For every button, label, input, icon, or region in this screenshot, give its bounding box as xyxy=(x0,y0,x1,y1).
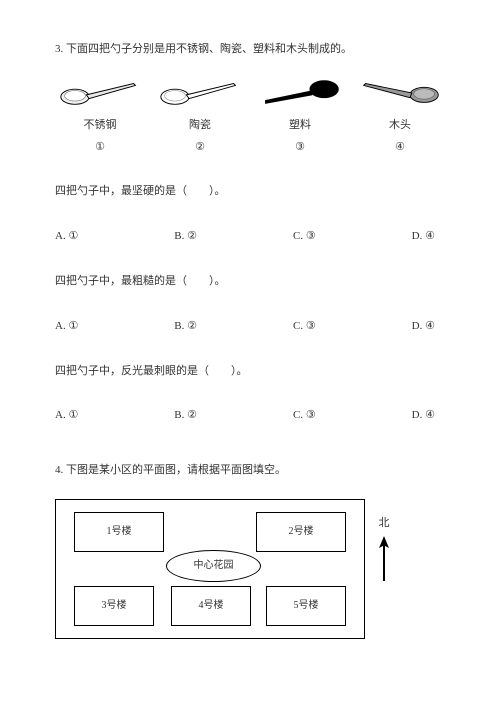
building-2: 2号楼 xyxy=(256,512,346,552)
spoon-ceramic-icon xyxy=(158,75,243,110)
option-a: A. ① xyxy=(55,227,78,247)
spoon-plastic-num: ③ xyxy=(295,138,305,158)
option-a: A. ① xyxy=(55,317,78,337)
spoon-wood: 木头 ④ xyxy=(355,75,445,158)
option-d: D. ④ xyxy=(412,317,435,337)
option-c: C. ③ xyxy=(293,317,316,337)
q3-sub1: 四把勺子中，最坚硬的是（ ）。 xyxy=(55,182,445,202)
option-b: B. ② xyxy=(174,317,197,337)
compass: 北 xyxy=(377,514,391,581)
building-4: 4号楼 xyxy=(171,586,251,626)
q3-sub3-options: A. ① B. ② C. ③ D. ④ xyxy=(55,406,445,426)
q4-title: 4. 下图是某小区的平面图，请根据平面图填空。 xyxy=(55,461,445,481)
building-3: 3号楼 xyxy=(74,586,154,626)
spoon-ceramic: 陶瓷 ② xyxy=(155,75,245,158)
spoon-steel-label: 不锈钢 xyxy=(84,116,117,136)
spoon-wood-icon xyxy=(358,75,443,110)
option-b: B. ② xyxy=(174,227,197,247)
spoon-wood-num: ④ xyxy=(395,138,405,158)
option-b: B. ② xyxy=(174,406,197,426)
spoon-plastic: 塑料 ③ xyxy=(255,75,345,158)
center-garden: 中心花园 xyxy=(166,550,261,582)
floor-plan-wrap: 1号楼 2号楼 中心花园 3号楼 4号楼 5号楼 北 xyxy=(55,499,445,639)
spoon-ceramic-label: 陶瓷 xyxy=(189,116,211,136)
spoons-row: 不锈钢 ① 陶瓷 ② 塑料 ③ 木头 ④ xyxy=(55,75,445,158)
spoon-steel-icon xyxy=(58,75,143,110)
spoon-plastic-label: 塑料 xyxy=(289,116,311,136)
spoon-plastic-icon xyxy=(258,75,343,110)
option-c: C. ③ xyxy=(293,227,316,247)
q3-sub2: 四把勺子中，最粗糙的是（ ）。 xyxy=(55,272,445,292)
q3-sub1-options: A. ① B. ② C. ③ D. ④ xyxy=(55,227,445,247)
q3-sub3: 四把勺子中，反光最刺眼的是（ ）。 xyxy=(55,362,445,382)
option-a: A. ① xyxy=(55,406,78,426)
option-d: D. ④ xyxy=(412,227,435,247)
floor-plan: 1号楼 2号楼 中心花园 3号楼 4号楼 5号楼 xyxy=(55,499,365,639)
compass-north-label: 北 xyxy=(379,514,390,534)
option-c: C. ③ xyxy=(293,406,316,426)
q3-sub2-options: A. ① B. ② C. ③ D. ④ xyxy=(55,317,445,337)
option-d: D. ④ xyxy=(412,406,435,426)
spoon-wood-label: 木头 xyxy=(389,116,411,136)
spoon-ceramic-num: ② xyxy=(195,138,205,158)
north-arrow-icon xyxy=(377,536,391,581)
building-5: 5号楼 xyxy=(266,586,346,626)
q3-title: 3. 下面四把勺子分别是用不锈钢、陶瓷、塑料和木头制成的。 xyxy=(55,40,445,60)
spoon-steel: 不锈钢 ① xyxy=(55,75,145,158)
spoon-steel-num: ① xyxy=(95,138,105,158)
building-1: 1号楼 xyxy=(74,512,164,552)
